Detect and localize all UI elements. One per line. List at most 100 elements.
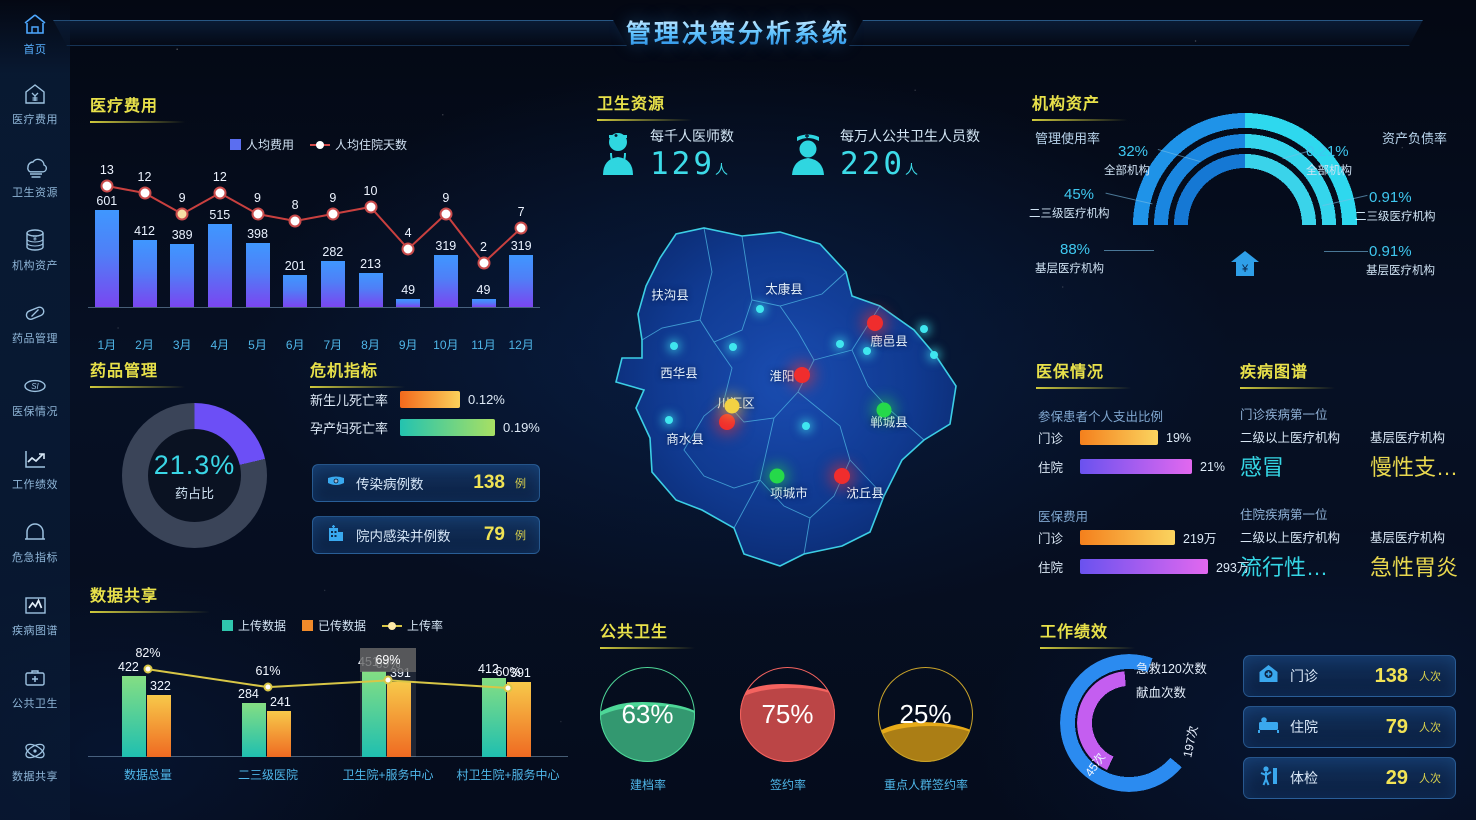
assets-arc-inner	[1160, 140, 1330, 310]
map-region-label[interactable]: 鹿邑县	[870, 334, 908, 349]
axis-label: 3月	[172, 338, 192, 352]
stat-card-outpatient[interactable]: 门诊 138 人次	[1243, 655, 1456, 697]
nurse-icon	[787, 129, 829, 180]
data-share-atom-icon	[22, 739, 48, 763]
title-underline	[310, 386, 405, 388]
legend-item-line: 人均住院天数	[310, 136, 407, 153]
bar-value: 319	[510, 239, 532, 254]
health-resource-unit: 人	[905, 162, 919, 177]
map-marker-red[interactable]	[719, 414, 735, 430]
map-region-label[interactable]: 商水县	[666, 432, 704, 447]
stat-card-checkup[interactable]: 体检 29 人次	[1243, 757, 1456, 799]
bar-upload	[242, 702, 266, 757]
drug-ratio-donut: 21.3% 药占比	[122, 403, 267, 548]
axis-label: 1月	[97, 338, 117, 352]
assets-right-value-2: 0.91%	[1369, 243, 1412, 260]
map-marker-cyan[interactable]	[756, 305, 764, 313]
map-marker-yellow[interactable]	[724, 398, 740, 414]
sidebar-item-medical-cost[interactable]: 医疗费用	[0, 68, 70, 141]
map-marker-cyan[interactable]	[729, 343, 737, 351]
bar	[396, 299, 421, 307]
sidebar-item-disease[interactable]: 疾病图谱	[0, 579, 70, 652]
crisis-card-nosocomial[interactable]: 院内感染并例数 79 例	[312, 516, 540, 554]
sidebar-item-label: 工作绩效	[12, 479, 58, 491]
assets-left-label-1: 二三级医疗机构	[1029, 208, 1110, 220]
health-resource-unit: 人	[715, 162, 729, 177]
map-region-label[interactable]: 扶沟县	[651, 288, 689, 303]
map-region-label[interactable]: 太康县	[765, 282, 803, 297]
map-region-label[interactable]: 郸城县	[870, 415, 908, 430]
bar	[283, 274, 308, 307]
sidebar-item-health-resource[interactable]: 卫生资源	[0, 141, 70, 214]
map-marker-green[interactable]	[769, 468, 785, 484]
insurance-panel-title: 医保情况	[1036, 358, 1131, 389]
map-region-label[interactable]: 淮阳	[769, 369, 795, 384]
sidebar-item-insurance[interactable]: SI 医保情况	[0, 360, 70, 433]
sidebar-item-label: 首页	[23, 43, 47, 56]
bar	[170, 244, 195, 307]
map-marker-green[interactable]	[876, 402, 892, 418]
map-marker-red[interactable]	[834, 468, 850, 484]
rate-point	[383, 675, 393, 685]
crisis-card-label: 院内感染并例数	[356, 529, 451, 544]
mask-icon	[326, 471, 346, 496]
bed-icon	[1258, 714, 1279, 740]
sidebar-item-crisis[interactable]: 危急指标	[0, 506, 70, 579]
sidebar-item-performance[interactable]: 工作绩效	[0, 433, 70, 506]
row-label: 门诊	[1038, 432, 1064, 446]
map-marker-cyan[interactable]	[920, 325, 928, 333]
stat-card-inpatient[interactable]: 住院 79 人次	[1243, 706, 1456, 748]
insurance-row-outpatient-cost: 门诊 219万	[1038, 528, 1216, 547]
crisis-bar-label: 新生儿死亡率	[310, 393, 389, 408]
crisis-card-infectious[interactable]: 传染病例数 138 例	[312, 464, 540, 502]
title-underline	[90, 611, 210, 613]
stat-card-unit: 人次	[1419, 722, 1441, 734]
axis-label: 5月	[248, 338, 267, 352]
sidebar-item-home[interactable]: 首页	[0, 0, 70, 68]
assets-right-value-1: 0.91%	[1369, 189, 1412, 206]
map-marker-cyan[interactable]	[836, 340, 844, 348]
axis-label: 8月	[361, 338, 380, 352]
map-region-label[interactable]: 西华县	[660, 366, 698, 381]
public-health-panel-title: 公共卫生	[600, 618, 695, 649]
sidebar-item-data-share[interactable]: 数据共享	[0, 725, 70, 798]
map-marker-red[interactable]	[794, 367, 810, 383]
clinic-icon	[1258, 663, 1279, 689]
drug-ratio-caption: 药占比	[174, 485, 214, 501]
row-label: 门诊	[1038, 532, 1064, 546]
col-value: 慢性支…	[1370, 455, 1459, 480]
axis-label: 2月	[135, 338, 154, 352]
performance-ring-blood	[1077, 671, 1181, 775]
bar-value: 201	[284, 258, 306, 273]
map-marker-red[interactable]	[867, 315, 883, 331]
region-map[interactable]: 扶沟县太康县西华县淮阳川汇区商水县鹿邑县郸城县项城市沈丘县	[584, 210, 996, 610]
bar-upload	[362, 670, 386, 757]
crisis-bar-label: 孕产妇死亡率	[310, 421, 389, 436]
sidebar-item-label: 医保情况	[12, 406, 58, 418]
line-series	[106, 185, 522, 265]
crisis-card-value: 138	[473, 472, 505, 493]
row-label: 住院	[1038, 561, 1064, 575]
panel-title-text: 危机指标	[310, 363, 379, 380]
map-marker-cyan[interactable]	[802, 422, 810, 430]
row-value: 293万	[1216, 561, 1250, 575]
bar-value: 282	[322, 245, 344, 260]
map-marker-cyan[interactable]	[670, 342, 678, 350]
bar	[207, 223, 232, 307]
crisis-bar-row: 新生儿死亡率 0.12%	[310, 390, 505, 409]
sidebar-item-institution-asset[interactable]: ¥ 机构资产	[0, 214, 70, 287]
assets-right-value-0: 0.21%	[1306, 143, 1349, 160]
panel-title-text: 医疗费用	[90, 98, 159, 115]
title-underline	[90, 386, 185, 388]
map-region-label[interactable]: 项城市	[770, 486, 808, 501]
row-bar	[1080, 559, 1208, 574]
sidebar-item-public-health[interactable]: 公共卫生	[0, 652, 70, 725]
sidebar-item-drug[interactable]: 药品管理	[0, 287, 70, 360]
line-point	[514, 221, 528, 235]
map-region-label[interactable]: 沈丘县	[846, 486, 884, 501]
bar	[358, 272, 383, 307]
line-point-value: 9	[178, 191, 186, 205]
map-marker-cyan[interactable]	[930, 351, 938, 359]
map-marker-cyan[interactable]	[665, 416, 673, 424]
map-marker-cyan[interactable]	[863, 347, 871, 355]
